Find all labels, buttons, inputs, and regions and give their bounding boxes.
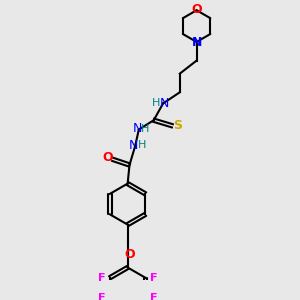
Text: N: N bbox=[191, 36, 202, 50]
Text: N: N bbox=[160, 97, 170, 110]
Text: F: F bbox=[98, 273, 105, 283]
Text: F: F bbox=[98, 293, 105, 300]
Text: H: H bbox=[152, 98, 161, 109]
Text: N: N bbox=[128, 139, 138, 152]
Text: F: F bbox=[150, 273, 158, 283]
Text: N: N bbox=[132, 122, 142, 135]
Text: O: O bbox=[124, 248, 135, 261]
Text: O: O bbox=[103, 151, 113, 164]
Text: S: S bbox=[173, 119, 182, 132]
Text: F: F bbox=[150, 293, 158, 300]
Text: H: H bbox=[137, 140, 146, 150]
Text: O: O bbox=[191, 3, 202, 16]
Text: H: H bbox=[141, 124, 149, 134]
